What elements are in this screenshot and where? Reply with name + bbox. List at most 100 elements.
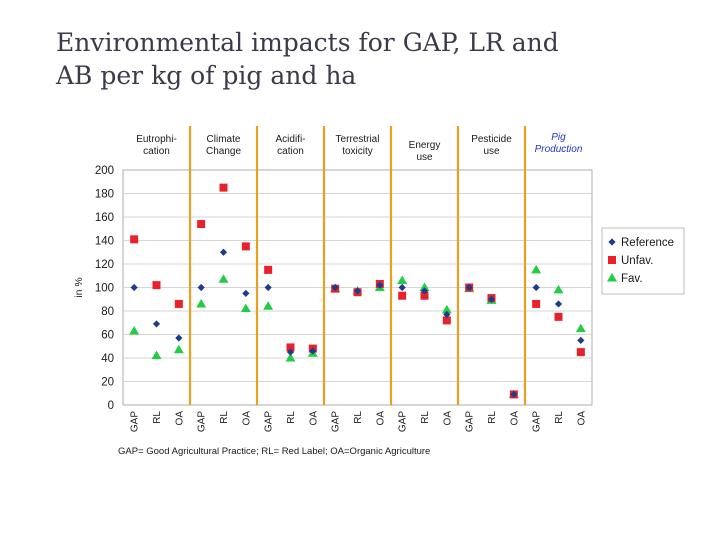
data-point-fav <box>173 344 184 354</box>
y-tick-label: 180 <box>95 189 114 201</box>
data-point-unfav <box>219 183 228 192</box>
axes: 0 20 40 60 80 100 120 140 160 180 200 in % GAP RL OA GA… <box>73 165 587 432</box>
data-point-unfav <box>174 299 183 308</box>
group-label: Production <box>535 144 583 155</box>
group-label: Terrestrial <box>336 134 380 145</box>
x-tick-label: GAP <box>197 411 208 432</box>
data-point-fav <box>240 303 251 313</box>
legend: Reference Unfav. Fav. <box>601 227 685 295</box>
data-point-unfav <box>398 291 407 300</box>
chart-footnote: GAP= Good Agricultural Practice; RL= Red… <box>118 446 430 457</box>
data-point-reference <box>465 283 473 292</box>
data-point-unfav <box>420 291 429 300</box>
data-point-unfav <box>264 265 273 274</box>
x-tick-label: RL <box>554 411 565 424</box>
x-tick-label: GAP <box>331 411 342 432</box>
legend-marker <box>607 273 617 282</box>
data-point-unfav <box>532 299 541 308</box>
data-point-reference <box>510 390 518 399</box>
y-tick-label: 0 <box>108 400 114 412</box>
data-point-unfav <box>286 343 295 352</box>
x-tick-label: GAP <box>465 411 476 432</box>
data-point-reference <box>264 283 272 292</box>
y-axis-label: in % <box>73 277 85 297</box>
slide-title-line-2: AB per kg of pig and ha <box>56 61 357 90</box>
x-tick-label: RL <box>487 411 498 424</box>
y-tick-label: 40 <box>101 353 114 365</box>
legend-entry: Fav. <box>621 273 643 285</box>
data-point-reference <box>487 295 496 303</box>
data-point-fav <box>263 301 274 310</box>
data-point-reference <box>331 283 339 292</box>
y-tick-label: 60 <box>101 330 114 342</box>
x-tick-label: OA <box>308 411 319 426</box>
data-point-unfav <box>241 242 250 251</box>
data-point-fav <box>553 284 564 294</box>
data-point-reference <box>197 283 205 292</box>
group-label: Pesticide <box>471 134 512 145</box>
data-point-fav <box>151 350 162 360</box>
y-tick-label: 100 <box>95 283 114 295</box>
y-tick-label: 120 <box>95 259 114 271</box>
legend-entry: Reference <box>621 237 674 249</box>
x-tick-label: RL <box>286 411 297 424</box>
data-point-fav <box>419 282 430 291</box>
data-point-fav <box>218 274 229 283</box>
x-tick-label: RL <box>152 411 163 424</box>
x-tick-label: GAP <box>398 411 409 432</box>
x-tick-label: OA <box>174 411 185 426</box>
data-point-reference <box>242 289 250 297</box>
data-point-reference <box>554 300 563 308</box>
group-label: cation <box>277 146 304 157</box>
group-label: Climate <box>207 134 241 145</box>
data-point-fav <box>531 264 542 274</box>
data-point-reference <box>577 336 585 344</box>
y-tick-label: 140 <box>95 236 114 248</box>
y-tick-label: 20 <box>101 377 114 389</box>
data-marks <box>129 183 586 399</box>
data-point-fav <box>575 323 586 333</box>
x-tick-label: RL <box>219 411 230 424</box>
group-label: Acidifi- <box>275 134 305 145</box>
group-label: use <box>416 152 433 163</box>
slide-title-line-1: Environmental impacts for GAP, LR and <box>56 28 559 57</box>
x-tick-label: OA <box>375 411 386 426</box>
data-point-reference <box>219 248 228 256</box>
y-tick-label: 160 <box>95 212 114 224</box>
x-tick-label: OA <box>576 411 587 426</box>
data-point-reference <box>532 283 540 292</box>
x-tick-label: RL <box>420 411 431 424</box>
group-separators <box>188 126 527 405</box>
data-point-fav <box>441 304 452 314</box>
x-tick-label: GAP <box>264 411 275 432</box>
data-point-unfav <box>442 316 451 325</box>
group-label: cation <box>143 146 170 157</box>
legend-marker <box>608 256 616 264</box>
data-point-fav <box>196 298 207 308</box>
slide-title: Environmental impacts for GAP, LR and AB… <box>56 26 656 92</box>
y-tick-label: 200 <box>95 165 114 177</box>
data-point-unfav <box>576 348 585 357</box>
group-label: toxicity <box>342 146 373 157</box>
data-point-unfav <box>152 281 161 290</box>
group-label: Change <box>206 146 241 157</box>
legend-entry: Unfav. <box>621 255 653 267</box>
data-point-unfav <box>130 235 139 244</box>
group-label: Eutrophi- <box>136 134 177 145</box>
group-label: Pig <box>551 132 566 143</box>
y-tick-label: 80 <box>101 306 114 318</box>
group-label: Energy <box>409 140 441 151</box>
data-point-unfav <box>197 220 206 229</box>
data-point-fav <box>129 325 140 335</box>
data-point-reference <box>152 320 161 328</box>
data-point-fav <box>285 353 296 362</box>
x-tick-label: OA <box>241 411 252 426</box>
impact-chart: 0 20 40 60 80 100 120 140 160 180 200 in % GAP RL OA GA… <box>73 126 685 457</box>
data-point-unfav <box>554 312 563 321</box>
data-point-reference <box>130 283 138 292</box>
x-tick-label: RL <box>353 411 364 424</box>
x-tick-label: GAP <box>532 411 543 432</box>
legend-marker <box>608 238 616 246</box>
x-tick-label: OA <box>509 411 520 426</box>
